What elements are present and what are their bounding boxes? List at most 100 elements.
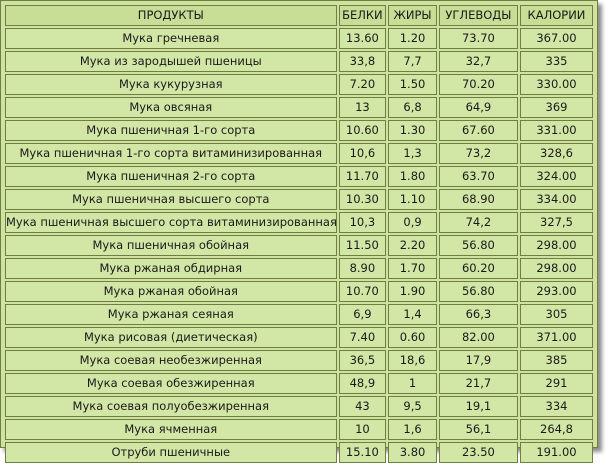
protein-cell: 11.50: [338, 235, 387, 256]
nutrition-table-frame: ПРОДУКТЫ БЕЛКИ ЖИРЫ УГЛЕВОДЫ КАЛОРИИ Мук…: [0, 0, 598, 463]
carbs-cell: 21,7: [438, 373, 518, 394]
calories-cell: 327,5: [519, 212, 593, 233]
table-row: Мука ржаная сеяная 6,9 1,4 66,3 305: [5, 304, 593, 325]
nutrition-table: ПРОДУКТЫ БЕЛКИ ЖИРЫ УГЛЕВОДЫ КАЛОРИИ Мук…: [3, 3, 595, 465]
protein-cell: 11.70: [338, 166, 387, 187]
product-name-cell: Мука гречневая: [5, 28, 337, 49]
protein-cell: 33,8: [338, 51, 387, 72]
table-row: Мука овсяная 13 6,8 64,9 369: [5, 97, 593, 118]
product-name-cell: Мука из зародышей пшеницы: [5, 51, 337, 72]
protein-cell: 10.70: [338, 281, 387, 302]
fat-cell: 1: [388, 373, 437, 394]
header-carbs: УГЛЕВОДЫ: [438, 5, 518, 26]
product-name-cell: Мука ржаная обойная: [5, 281, 337, 302]
header-products: ПРОДУКТЫ: [5, 5, 337, 26]
product-name-cell: Мука ячменная: [5, 419, 337, 440]
table-row: Мука пшеничная обойная 11.50 2.20 56.80 298.…: [5, 235, 593, 256]
carbs-cell: 56.80: [438, 281, 518, 302]
fat-cell: 9,5: [388, 396, 437, 417]
fat-cell: 7,7: [388, 51, 437, 72]
protein-cell: 36,5: [338, 350, 387, 371]
protein-cell: 48,9: [338, 373, 387, 394]
table-row: Мука пшеничная 2-го сорта 11.70 1.80 63.70 3…: [5, 166, 593, 187]
table-body: Мука гречневая 13.60 1.20 73.70 367.00 Мука и…: [5, 28, 593, 463]
table-row: Мука пшеничная высшего сорта 10.30 1.10 68.…: [5, 189, 593, 210]
header-calories: КАЛОРИИ: [519, 5, 593, 26]
carbs-cell: 68.90: [438, 189, 518, 210]
protein-cell: 7.20: [338, 74, 387, 95]
fat-cell: 1.20: [388, 28, 437, 49]
calories-cell: 367.00: [519, 28, 593, 49]
calories-cell: 334: [519, 396, 593, 417]
calories-cell: 334.00: [519, 189, 593, 210]
product-name-cell: Мука пшеничная обойная: [5, 235, 337, 256]
fat-cell: 1.90: [388, 281, 437, 302]
carbs-cell: 74,2: [438, 212, 518, 233]
carbs-cell: 19,1: [438, 396, 518, 417]
product-name-cell: Мука пшеничная высшего сорта витаминизир…: [5, 212, 337, 233]
calories-cell: 328,6: [519, 143, 593, 164]
protein-cell: 15.10: [338, 442, 387, 463]
fat-cell: 1.50: [388, 74, 437, 95]
calories-cell: 335: [519, 51, 593, 72]
table-row: Мука ячменная 10 1,6 56,1 264,8: [5, 419, 593, 440]
table-row: Мука гречневая 13.60 1.20 73.70 367.00: [5, 28, 593, 49]
carbs-cell: 66,3: [438, 304, 518, 325]
product-name-cell: Мука пшеничная 2-го сорта: [5, 166, 337, 187]
protein-cell: 13: [338, 97, 387, 118]
fat-cell: 1,4: [388, 304, 437, 325]
calories-cell: 369: [519, 97, 593, 118]
table-row: Мука соевая полуобезжиренная 43 9,5 19,1 334: [5, 396, 593, 417]
product-name-cell: Отруби пшеничные: [5, 442, 337, 463]
calories-cell: 324.00: [519, 166, 593, 187]
fat-cell: 2.20: [388, 235, 437, 256]
fat-cell: 1,6: [388, 419, 437, 440]
product-name-cell: Мука соевая необезжиренная: [5, 350, 337, 371]
fat-cell: 1.70: [388, 258, 437, 279]
protein-cell: 10.30: [338, 189, 387, 210]
fat-cell: 3.80: [388, 442, 437, 463]
table-row: Мука пшеничная высшего сорта витаминизир…: [5, 212, 593, 233]
table-row: Мука рисовая (диетическая) 7.40 0.60 82.00 3…: [5, 327, 593, 348]
carbs-cell: 23.50: [438, 442, 518, 463]
calories-cell: 330.00: [519, 74, 593, 95]
table-row: Мука соевая необезжиренная 36,5 18,6 17,9 38…: [5, 350, 593, 371]
fat-cell: 0,9: [388, 212, 437, 233]
calories-cell: 331.00: [519, 120, 593, 141]
product-name-cell: Мука пшеничная 1-го сорта: [5, 120, 337, 141]
fat-cell: 1.80: [388, 166, 437, 187]
calories-cell: 293.00: [519, 281, 593, 302]
table-row: Мука пшеничная 1-го сорта 10.60 1.30 67.60 3…: [5, 120, 593, 141]
fat-cell: 6,8: [388, 97, 437, 118]
calories-cell: 305: [519, 304, 593, 325]
calories-cell: 264,8: [519, 419, 593, 440]
carbs-cell: 63.70: [438, 166, 518, 187]
protein-cell: 13.60: [338, 28, 387, 49]
product-name-cell: Мука пшеничная 1-го сорта витаминизирова…: [5, 143, 337, 164]
calories-cell: 291: [519, 373, 593, 394]
calories-cell: 191.00: [519, 442, 593, 463]
fat-cell: 1.30: [388, 120, 437, 141]
carbs-cell: 17,9: [438, 350, 518, 371]
product-name-cell: Мука ржаная сеяная: [5, 304, 337, 325]
table-row: Мука соевая обезжиренная 48,9 1 21,7 291: [5, 373, 593, 394]
carbs-cell: 60.20: [438, 258, 518, 279]
calories-cell: 371.00: [519, 327, 593, 348]
calories-cell: 298.00: [519, 235, 593, 256]
protein-cell: 8.90: [338, 258, 387, 279]
carbs-cell: 56,1: [438, 419, 518, 440]
protein-cell: 6,9: [338, 304, 387, 325]
product-name-cell: Мука пшеничная высшего сорта: [5, 189, 337, 210]
carbs-cell: 32,7: [438, 51, 518, 72]
header-proteins: БЕЛКИ: [338, 5, 387, 26]
calories-cell: 385: [519, 350, 593, 371]
table-row: Мука ржаная обойная 10.70 1.90 56.80 293.00: [5, 281, 593, 302]
product-name-cell: Мука овсяная: [5, 97, 337, 118]
protein-cell: 10,6: [338, 143, 387, 164]
product-name-cell: Мука соевая обезжиренная: [5, 373, 337, 394]
fat-cell: 0.60: [388, 327, 437, 348]
carbs-cell: 67.60: [438, 120, 518, 141]
carbs-cell: 73.70: [438, 28, 518, 49]
table-row: Мука кукурузная 7.20 1.50 70.20 330.00: [5, 74, 593, 95]
table-row: Отруби пшеничные 15.10 3.80 23.50 191.00: [5, 442, 593, 463]
